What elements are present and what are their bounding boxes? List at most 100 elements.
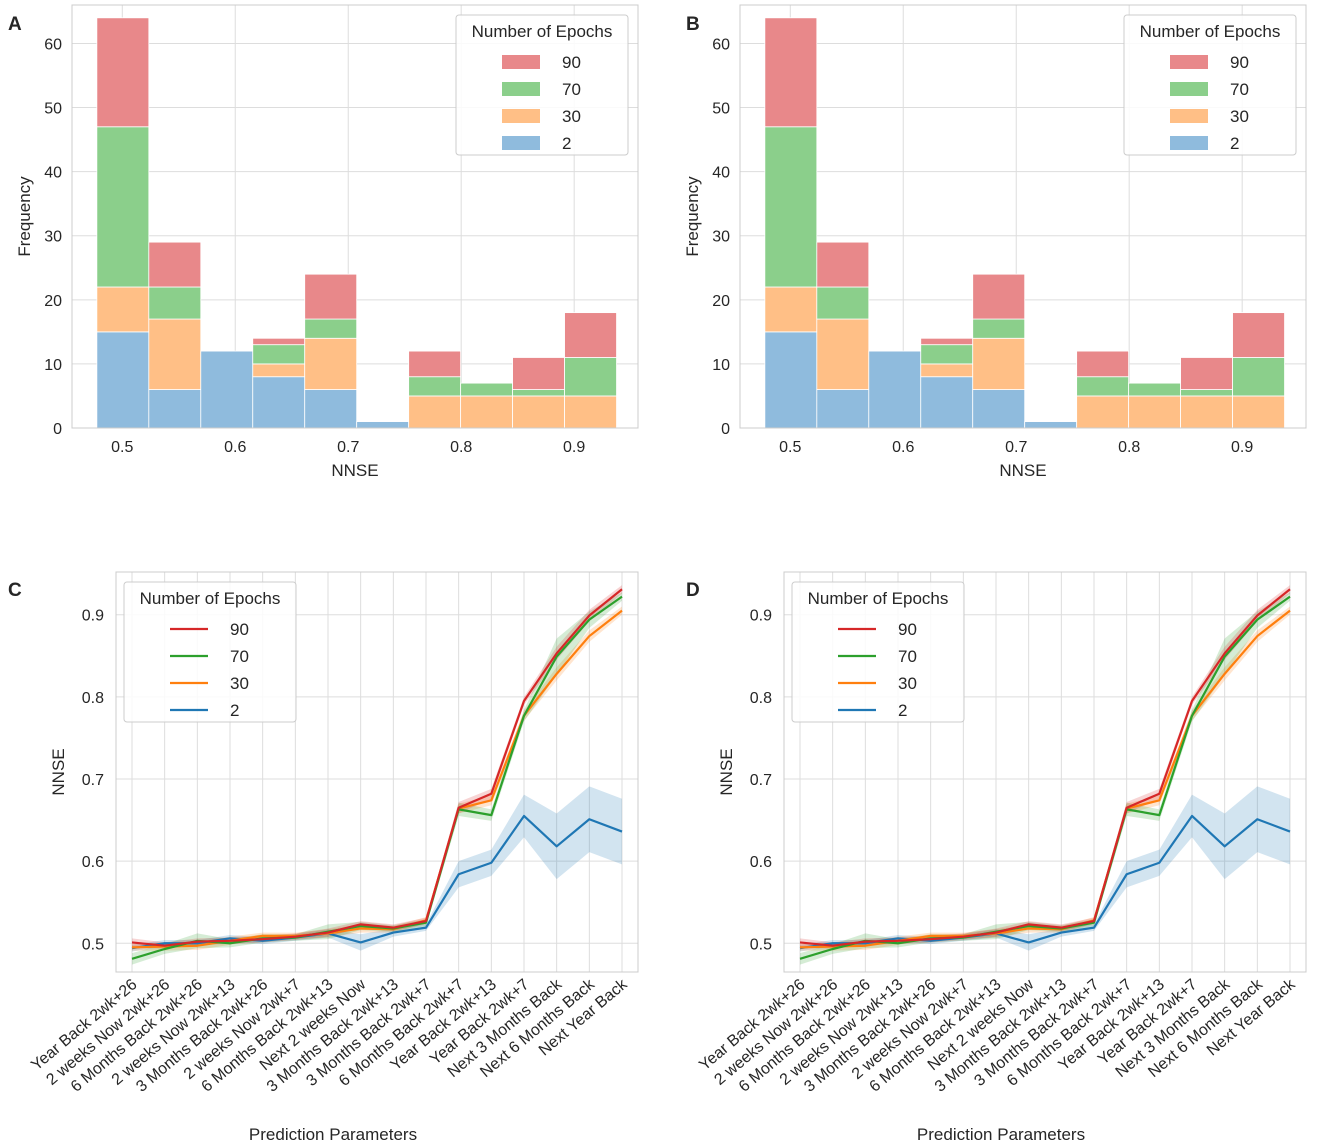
y-tick-label: 0.6: [750, 854, 772, 871]
bar-epochs-90: [816, 241, 870, 288]
bar-epochs-70: [1076, 376, 1130, 397]
panel-letter-d: D: [686, 580, 700, 601]
bar-epochs-70: [252, 344, 306, 365]
legend-frame: [455, 14, 629, 156]
bar-epochs-30: [920, 363, 974, 378]
band-epochs-2: [800, 786, 1290, 952]
bar-epochs-2: [868, 350, 922, 429]
y-axis-label: NNSE: [49, 748, 68, 795]
legend-label-90: 90: [898, 620, 917, 639]
legend-swatch-90: [1170, 55, 1208, 69]
line-epochs-90: [131, 588, 623, 947]
bar-epochs-90: [1180, 357, 1233, 390]
y-tick-label: 60: [44, 36, 62, 53]
legend-label-70: 70: [230, 647, 249, 666]
y-tick-label: 0.5: [750, 936, 772, 953]
bar-epochs-30: [764, 286, 818, 333]
legend-title: Number of Epochs: [808, 589, 949, 608]
plot-frame: [783, 571, 1307, 973]
legend-label-30: 30: [562, 107, 581, 126]
bar-epochs-30: [972, 337, 1026, 390]
legend-swatch-2: [502, 136, 540, 150]
y-tick-label: 30: [712, 229, 730, 246]
x-tick-label: 0.6: [892, 439, 914, 456]
bar-epochs-2: [252, 376, 306, 429]
series-lines: [799, 588, 1291, 960]
line-epochs-90: [799, 588, 1291, 947]
bar-epochs-30: [408, 395, 462, 429]
legend: Number of Epochs 90 70 30 2: [455, 14, 629, 156]
legend: Number of Epochs 90 70 30 2: [123, 581, 297, 723]
bar-epochs-2: [816, 389, 870, 429]
y-tick-label: 40: [44, 165, 62, 182]
bar-epochs-30: [460, 395, 513, 429]
x-axis-label: NNSE: [331, 461, 378, 480]
series-lines: [131, 588, 623, 960]
y-tick-label: 20: [44, 293, 62, 310]
legend-swatch-90: [502, 55, 540, 69]
legend-swatch-30: [1170, 109, 1208, 123]
x-tick-label: 0.5: [111, 439, 133, 456]
legend-label-30: 30: [1230, 107, 1249, 126]
x-axis-label: Prediction Parameters: [249, 1125, 417, 1144]
x-tick-label: 0.6: [224, 439, 246, 456]
histogram-a: 0.5 0.6 0.7 0.8 0.9 0 10 20 30 40 50 60 NNSE Frequenc…: [15, 4, 639, 480]
line-epochs-30: [799, 609, 1291, 949]
legend-label-90: 90: [562, 53, 581, 72]
bar-epochs-2: [304, 389, 358, 429]
bar-epochs-90: [252, 337, 306, 346]
bar-epochs-70: [304, 318, 358, 339]
line-chart-d: Year Back 2wk+262 weeks Now 2wk+266 Mont…: [696, 571, 1307, 1144]
x-tick-label: 0.8: [1118, 439, 1140, 456]
y-tick-label: 0: [721, 421, 730, 438]
legend-label-2: 2: [562, 134, 571, 153]
x-tick-label: 6 Months Back 2wk+26: [68, 976, 206, 1096]
bar-epochs-30: [96, 286, 150, 333]
bar-epochs-70: [1180, 389, 1233, 397]
bar-epochs-30: [148, 318, 202, 390]
bar-epochs-30: [564, 395, 617, 429]
bar-epochs-90: [304, 273, 358, 320]
y-tick-label: 0.7: [82, 772, 104, 789]
bar-epochs-70: [764, 126, 818, 288]
bar-epochs-70: [148, 286, 202, 320]
histogram-b: 0.5 0.6 0.7 0.8 0.9 0 10 20 30 40 50 60 NNSE Frequenc…: [683, 4, 1307, 480]
bar-epochs-2: [148, 389, 202, 429]
y-axis-label: NNSE: [717, 748, 736, 795]
legend-swatch-30: [502, 109, 540, 123]
legend-label-30: 30: [230, 674, 249, 693]
plot-frame: [739, 4, 1307, 429]
x-tick-label: 0.7: [1005, 439, 1027, 456]
bar-epochs-90: [1076, 350, 1130, 378]
legend-label-70: 70: [1230, 80, 1249, 99]
y-axis-label: Frequency: [683, 176, 702, 257]
y-tick-label: 0.8: [750, 690, 772, 707]
bar-epochs-70: [564, 357, 617, 397]
legend-swatch-2: [1170, 136, 1208, 150]
bar-epochs-2: [200, 350, 254, 429]
x-tick-label: 0.9: [1231, 439, 1253, 456]
panel-letter-c: C: [8, 580, 22, 601]
band-epochs-70: [132, 592, 622, 965]
legend-label-90: 90: [230, 620, 249, 639]
y-tick-label: 0.8: [82, 690, 104, 707]
legend-frame: [791, 581, 965, 723]
legend-swatch-70: [1170, 82, 1208, 96]
bar-epochs-2: [972, 389, 1026, 429]
bar-epochs-2: [96, 331, 150, 429]
legend-label-90: 90: [1230, 53, 1249, 72]
band-epochs-70: [800, 592, 1290, 965]
panel-letter-b: B: [686, 14, 700, 35]
plot-frame: [115, 571, 639, 973]
band-epochs-2: [132, 786, 622, 952]
bar-epochs-90: [972, 273, 1026, 320]
bar-epochs-70: [96, 126, 150, 288]
plot-frame: [71, 4, 639, 429]
x-tick-label: 0.9: [563, 439, 585, 456]
bar-epochs-2: [1024, 421, 1078, 429]
bar-epochs-70: [1232, 357, 1285, 397]
y-tick-label: 0.5: [82, 936, 104, 953]
x-tick-label: 0.7: [337, 439, 359, 456]
y-tick-label: 0.9: [750, 608, 772, 625]
